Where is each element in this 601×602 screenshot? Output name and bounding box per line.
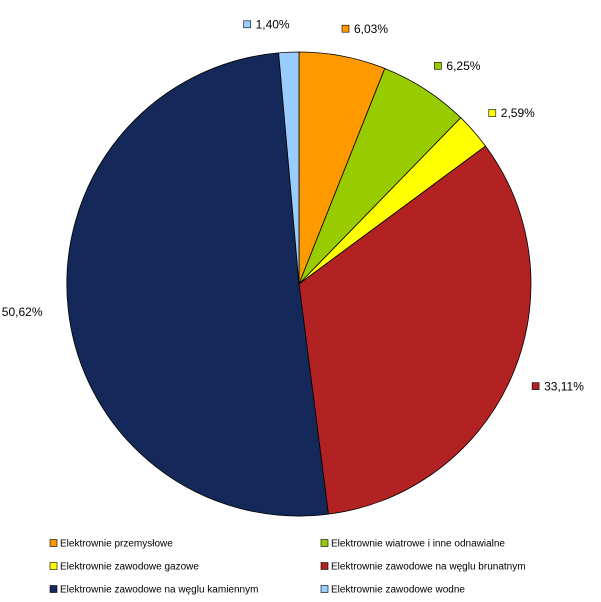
legend-swatch [320,539,329,547]
data-label: 1,40% [243,17,290,31]
data-label-text: 2,59% [501,106,535,120]
data-label: 6,25% [434,59,481,73]
legend-label: Elektrownie zawodowe na węglu kamiennym [60,585,258,596]
legend-swatch [49,562,58,570]
legend-label: Elektrownie zawodowe na węglu brunatnym [331,562,526,573]
data-label-swatch [341,24,350,33]
data-label-swatch [243,20,251,29]
data-label-text: 6,03% [354,22,388,36]
pie-slice [278,51,300,285]
data-label-swatch [488,109,497,117]
pie-data-labels: 6,03% 6,25% 2,59% 33,11% 50,62% 1,40% [2,17,584,393]
legend: Elektrownie przemysłowe Elektrownie wiatr… [49,539,526,596]
data-label: 50,62% [2,305,43,319]
data-label-swatch [434,61,442,70]
legend-item: Elektrownie zawodowe gazowe [49,562,199,573]
legend-item: Elektrownie zawodowe wodne [320,585,465,596]
legend-swatch [320,585,329,593]
legend-label: Elektrownie wiatrowe i inne odnawialne [331,539,505,550]
legend-label: Elektrownie przemysłowe [60,539,173,550]
legend-item: Elektrownie przemysłowe [49,539,173,550]
data-label-text: 50,62% [2,305,43,319]
data-label-text: 33,11% [544,379,584,393]
legend-swatch [320,562,329,570]
pie-slice [66,52,329,517]
legend-label: Elektrownie zawodowe wodne [331,585,465,596]
legend-label: Elektrownie zawodowe gazowe [60,562,199,573]
data-label-swatch [531,382,540,390]
data-label-text: 1,40% [256,17,290,31]
data-label: 2,59% [488,106,535,120]
legend-item: Elektrownie zawodowe na węglu brunatnym [320,562,526,573]
data-label: 6,03% [341,22,388,36]
legend-swatch [49,539,58,547]
legend-item: Elektrownie wiatrowe i inne odnawialne [320,539,505,550]
pie-slice [298,145,532,515]
legend-item: Elektrownie zawodowe na węglu kamiennym [49,585,258,596]
data-label-text: 6,25% [446,59,480,73]
data-label: 33,11% [531,379,584,393]
pie-slices [66,51,532,517]
legend-swatch [49,585,58,593]
